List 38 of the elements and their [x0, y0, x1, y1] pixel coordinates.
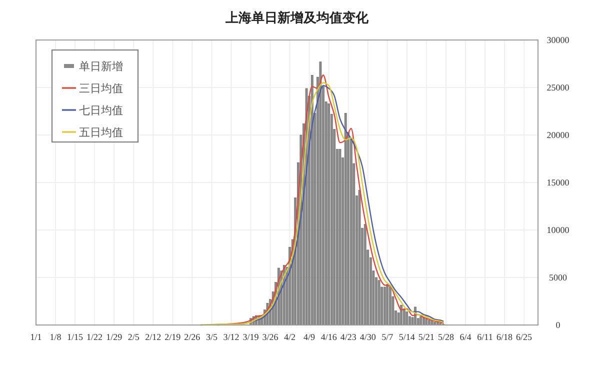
legend-label: 七日均值 [79, 104, 123, 117]
y-tick-label: 5000 [549, 272, 568, 282]
x-tick-label: 6/18 [496, 332, 514, 342]
x-tick-label: 6/4 [460, 332, 472, 342]
x-tick-label: 6/11 [477, 332, 493, 342]
x-tick-label: 4/30 [360, 332, 376, 342]
x-tick-label: 4/9 [304, 332, 316, 342]
x-tick-label: 3/12 [223, 332, 240, 342]
x-tick-label: 2/26 [184, 332, 201, 342]
x-tick-label: 2/19 [164, 332, 182, 342]
chart-title: 上海单日新增及均值变化 [224, 10, 370, 26]
x-tick-label: 1/15 [67, 332, 84, 342]
x-tick-label: 1/1 [30, 332, 42, 342]
x-tick-label: 1/8 [50, 332, 62, 342]
x-tick-label: 1/22 [86, 332, 103, 342]
x-tick-label: 3/26 [262, 332, 279, 342]
x-tick-label: 5/28 [438, 332, 454, 342]
x-tick-label: 4/16 [320, 332, 338, 342]
x-tick-label: 3/19 [242, 332, 260, 342]
y-tick-label: 20000 [546, 130, 570, 140]
x-tick-label: 2/12 [145, 332, 162, 342]
legend-label: 三日均值 [79, 82, 123, 95]
x-tick-label: 1/29 [106, 332, 123, 342]
x-tick-label: 4/2 [284, 332, 296, 342]
y-tick-label: 25000 [546, 82, 570, 92]
y-tick-label: 15000 [546, 178, 570, 188]
x-tick-label: 6/25 [516, 332, 533, 342]
x-tick-label: 2/5 [128, 332, 140, 342]
x-tick-label: 5/7 [382, 332, 394, 342]
y-tick-label: 30000 [546, 35, 570, 45]
legend-label: 单日新增 [79, 60, 123, 73]
x-tick-label: 5/21 [418, 332, 434, 342]
x-tick-label: 4/23 [340, 332, 357, 342]
x-tick-label: 3/5 [206, 332, 218, 342]
legend-label: 五日均值 [79, 126, 123, 139]
y-tick-label: 10000 [546, 225, 570, 235]
y-tick-label: 0 [556, 320, 561, 330]
x-tick-label: 5/14 [398, 332, 416, 342]
